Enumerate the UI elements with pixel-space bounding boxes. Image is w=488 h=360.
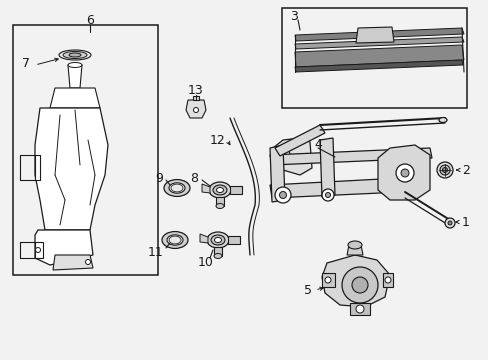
- Polygon shape: [294, 60, 462, 72]
- Polygon shape: [185, 100, 205, 118]
- Text: 1: 1: [461, 216, 469, 229]
- Text: 5: 5: [304, 284, 311, 297]
- Polygon shape: [35, 230, 93, 265]
- Polygon shape: [319, 138, 334, 197]
- Text: 7: 7: [22, 57, 30, 69]
- Polygon shape: [355, 27, 393, 43]
- Circle shape: [36, 248, 41, 252]
- Ellipse shape: [208, 182, 230, 198]
- Ellipse shape: [163, 180, 190, 197]
- Text: 4: 4: [313, 138, 321, 150]
- Polygon shape: [271, 138, 311, 175]
- Ellipse shape: [162, 231, 187, 248]
- Polygon shape: [229, 186, 242, 194]
- Polygon shape: [294, 45, 463, 67]
- Ellipse shape: [214, 238, 221, 243]
- Circle shape: [439, 165, 449, 175]
- Ellipse shape: [69, 53, 81, 57]
- Polygon shape: [68, 65, 82, 88]
- Ellipse shape: [438, 117, 446, 122]
- Text: 12: 12: [209, 134, 224, 147]
- Ellipse shape: [171, 184, 183, 192]
- Polygon shape: [349, 303, 369, 315]
- Polygon shape: [35, 242, 43, 258]
- Ellipse shape: [68, 63, 82, 68]
- Ellipse shape: [167, 235, 183, 245]
- Polygon shape: [321, 273, 334, 287]
- Polygon shape: [193, 96, 199, 100]
- Ellipse shape: [216, 203, 224, 208]
- Text: 6: 6: [86, 14, 94, 27]
- Circle shape: [436, 162, 452, 178]
- Circle shape: [384, 277, 390, 283]
- Ellipse shape: [347, 241, 361, 249]
- Circle shape: [355, 305, 363, 313]
- Ellipse shape: [169, 236, 181, 244]
- Circle shape: [442, 167, 447, 172]
- Polygon shape: [35, 155, 40, 180]
- Text: 10: 10: [198, 256, 214, 269]
- Text: 2: 2: [461, 163, 469, 176]
- Circle shape: [444, 218, 454, 228]
- Ellipse shape: [63, 51, 87, 59]
- Circle shape: [275, 148, 289, 162]
- Ellipse shape: [59, 50, 91, 60]
- Ellipse shape: [214, 253, 222, 258]
- Circle shape: [341, 267, 377, 303]
- Polygon shape: [35, 108, 108, 230]
- Polygon shape: [382, 273, 392, 287]
- Circle shape: [193, 108, 198, 112]
- Circle shape: [351, 277, 367, 293]
- Circle shape: [325, 277, 330, 283]
- Polygon shape: [294, 37, 463, 49]
- Ellipse shape: [206, 232, 228, 248]
- Polygon shape: [377, 145, 429, 200]
- Polygon shape: [202, 184, 209, 193]
- Polygon shape: [269, 145, 285, 202]
- Polygon shape: [294, 28, 463, 41]
- Polygon shape: [216, 197, 224, 206]
- Polygon shape: [200, 234, 207, 243]
- Circle shape: [280, 152, 285, 158]
- Polygon shape: [321, 255, 389, 307]
- Circle shape: [85, 260, 90, 265]
- Bar: [13, 25, 158, 275]
- Ellipse shape: [210, 235, 224, 245]
- Ellipse shape: [169, 183, 184, 193]
- Polygon shape: [53, 255, 93, 270]
- Polygon shape: [214, 247, 222, 256]
- Circle shape: [325, 193, 330, 198]
- Circle shape: [447, 221, 451, 225]
- Bar: [282, 8, 466, 108]
- Circle shape: [400, 169, 408, 177]
- Polygon shape: [269, 178, 401, 198]
- Text: 8: 8: [190, 171, 198, 185]
- Polygon shape: [269, 148, 431, 165]
- Ellipse shape: [213, 185, 226, 195]
- Polygon shape: [346, 245, 362, 255]
- Circle shape: [395, 164, 413, 182]
- Circle shape: [321, 189, 333, 201]
- Circle shape: [279, 192, 286, 198]
- Circle shape: [274, 187, 290, 203]
- Text: 3: 3: [289, 9, 297, 23]
- Text: 13: 13: [188, 84, 203, 96]
- Text: 11: 11: [147, 246, 163, 258]
- Polygon shape: [227, 236, 240, 244]
- Text: 9: 9: [155, 171, 163, 185]
- Ellipse shape: [216, 188, 223, 193]
- Polygon shape: [274, 125, 325, 156]
- Polygon shape: [50, 88, 100, 108]
